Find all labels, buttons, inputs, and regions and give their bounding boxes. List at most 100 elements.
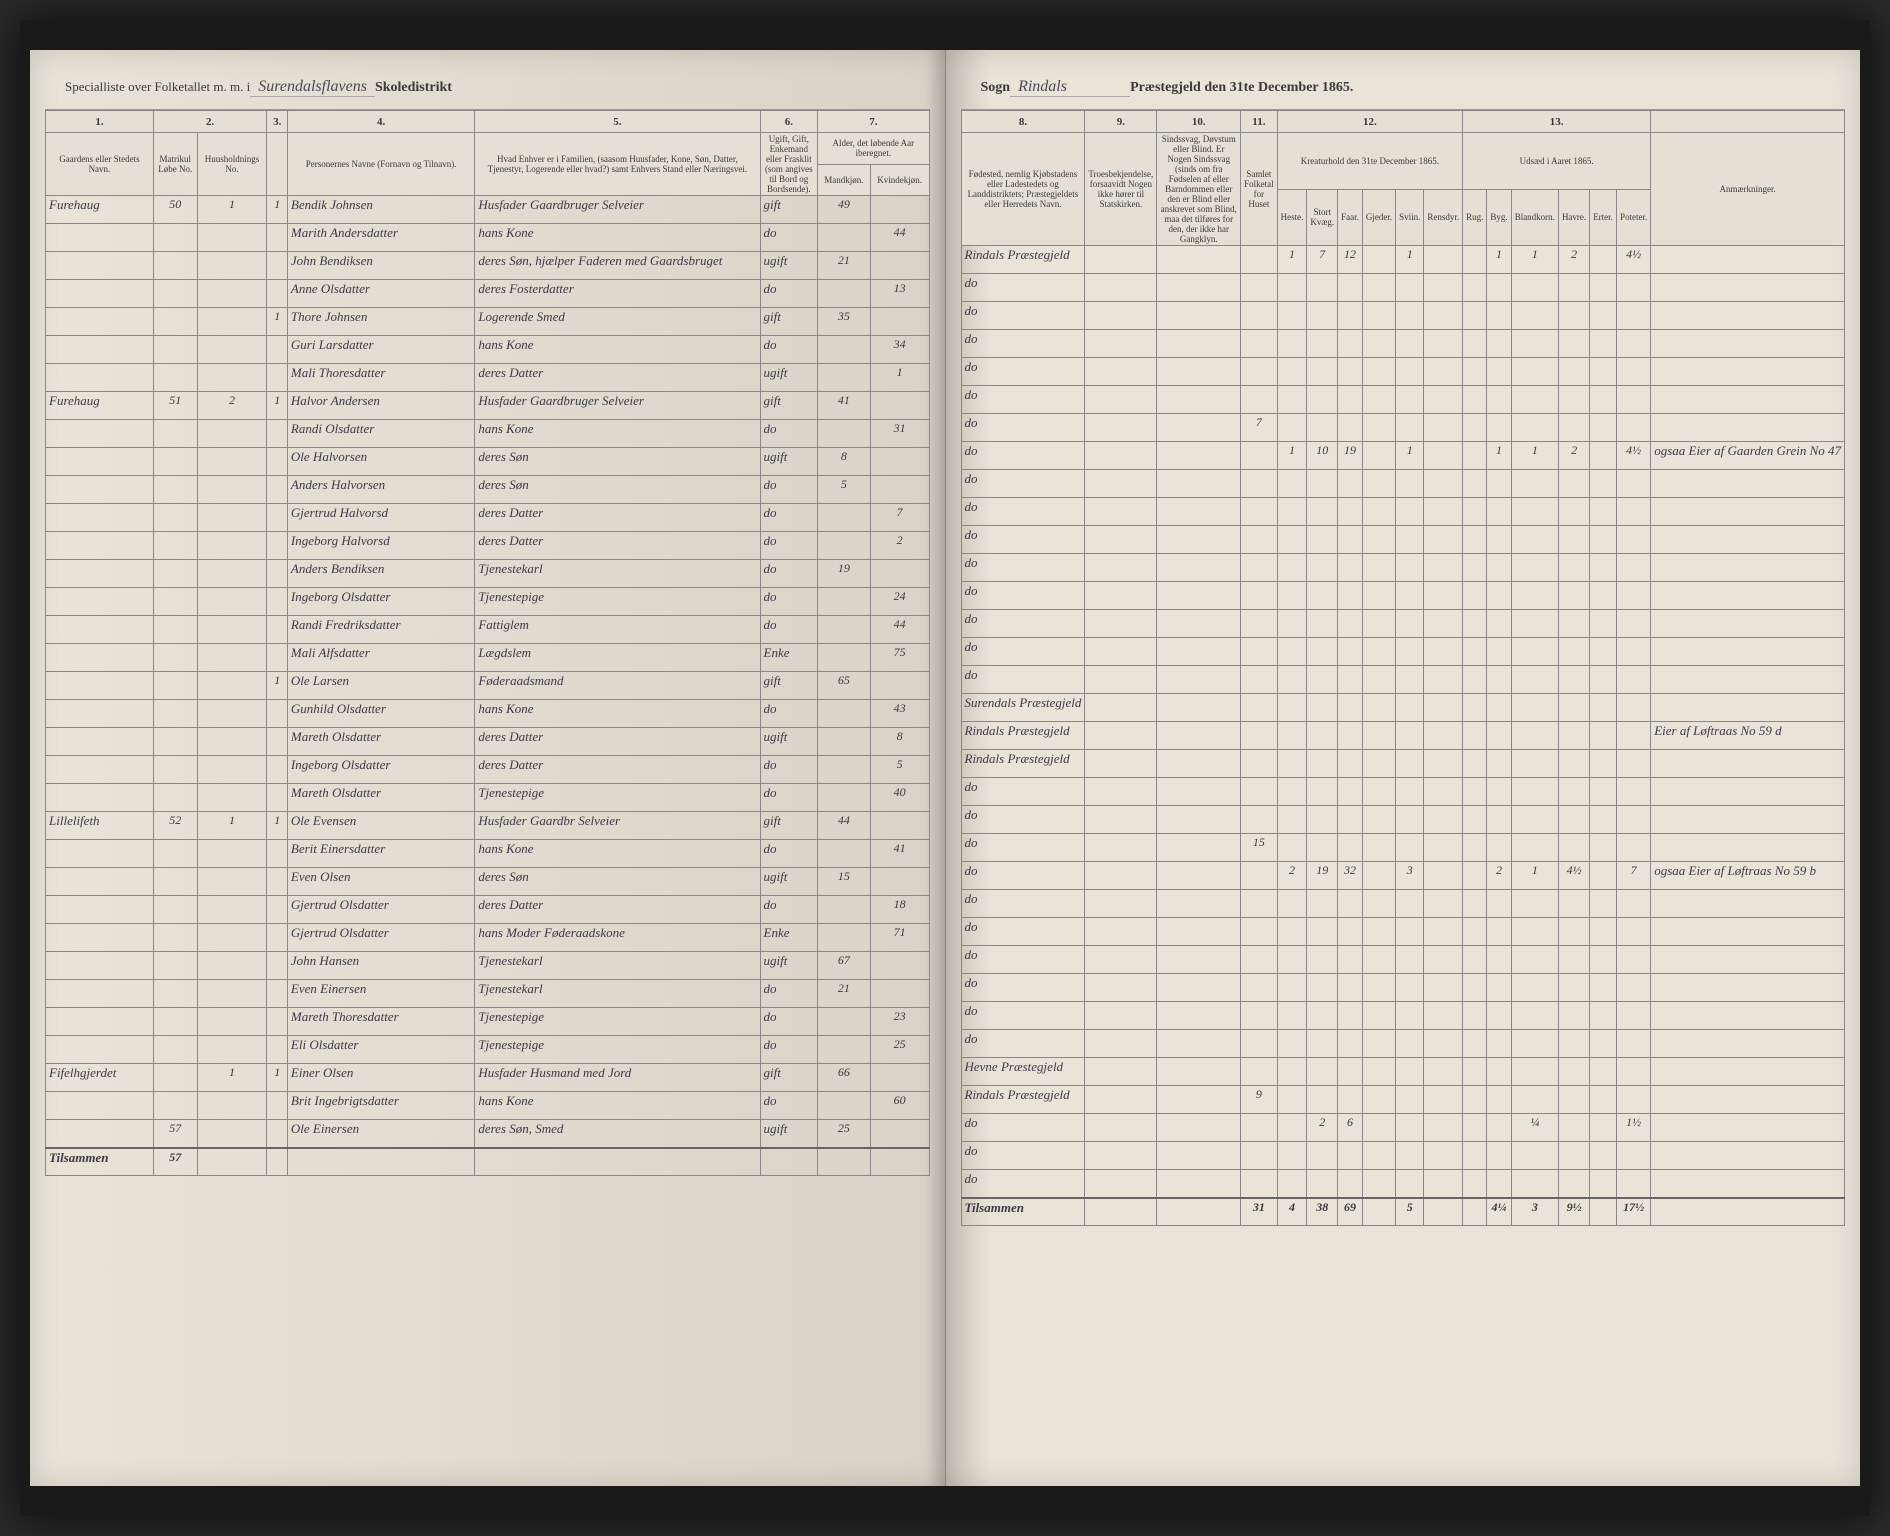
table-row: Ingeborg OlsdatterTjenestepigedo24 (46, 588, 930, 616)
h-alder: Alder, det løbende Aar iberegnet. (818, 133, 929, 165)
table-row: Rindals Præstegjeld9 (961, 1086, 1845, 1114)
table-row: do (961, 1142, 1845, 1170)
h-bland: Blandkorn. (1511, 189, 1558, 246)
table-row: Rindals PræstegjeldEier af Løftraas No 5… (961, 722, 1845, 750)
table-row: 57Ole Einersenderes Søn, Smedugift25 (46, 1120, 930, 1148)
h-fodested: Fødested, nemlig Kjøbstadens eller Lades… (961, 133, 1085, 246)
table-row: Gjertrud Olsdatterhans Moder Føderaadsko… (46, 924, 930, 952)
sogn-label: Sogn (981, 80, 1011, 96)
col-2: 2. (153, 111, 267, 133)
h-anm: Anmærkninger. (1651, 133, 1845, 246)
table-row: do (961, 386, 1845, 414)
table-row: do (961, 274, 1845, 302)
table-row: do (961, 946, 1845, 974)
h-gaard: Gaardens eller Stedets Navn. (46, 133, 154, 196)
table-row: 1Ole LarsenFøderaadsmandgift65 (46, 672, 930, 700)
table-row: Anders Halvorsenderes Søndo5 (46, 476, 930, 504)
h-ino (267, 133, 287, 196)
table-row: do (961, 1002, 1845, 1030)
census-ledger-spread: Specialliste over Folketallet m. m. i Su… (20, 20, 1870, 1516)
col-1: 1. (46, 111, 154, 133)
table-row: do (961, 526, 1845, 554)
table-row: do (961, 610, 1845, 638)
table-row: Mali AlfsdatterLægdslemEnke75 (46, 644, 930, 672)
table-row: Brit Ingebrigtsdatterhans Konedo60 (46, 1092, 930, 1120)
table-row: Lillelifeth5211Ole EvensenHusfader Gaard… (46, 812, 930, 840)
h-mand: Mandkjøn. (818, 164, 871, 196)
right-header: Sogn Rindals Præstegjeld den 31te Decemb… (961, 70, 1846, 110)
h-troes: Troesbekjendelse, forsaavidt Nogen ikke … (1085, 133, 1157, 246)
h-byg: Byg. (1487, 189, 1511, 246)
h-rensdyr: Rensdyr. (1424, 189, 1463, 246)
table-row: Anders BendiksenTjenestekarldo19 (46, 560, 930, 588)
table-row: Mareth ThoresdatterTjenestepigedo23 (46, 1008, 930, 1036)
table-row: Berit Einersdatterhans Konedo41 (46, 840, 930, 868)
table-row: do7 (961, 414, 1845, 442)
table-row: do (961, 974, 1845, 1002)
table-row: Even EinersenTjenestekarldo21 (46, 980, 930, 1008)
h-erter: Erter. (1590, 189, 1617, 246)
district-name: Surendalsflavens (250, 78, 375, 97)
table-row: Marith Andersdatterhans Konedo44 (46, 224, 930, 252)
table-row: Gunhild Olsdatterhans Konedo43 (46, 700, 930, 728)
table-row: do (961, 470, 1845, 498)
right-page: Sogn Rindals Præstegjeld den 31te Decemb… (946, 50, 1861, 1486)
h-gjeder: Gjeder. (1362, 189, 1395, 246)
h-sindssvag: Sindssvag, Døvstum eller Blind. Er Nogen… (1157, 133, 1241, 246)
col-5: 5. (475, 111, 760, 133)
left-census-table: 1. 2. 3. 4. 5. 6. 7. Gaardens eller Sted… (45, 110, 930, 1176)
h-ugift: Ugift, Gift, Enkemand eller Frasklit (so… (760, 133, 818, 196)
table-row: Furehaug5011Bendik JohnsenHusfader Gaard… (46, 196, 930, 224)
left-header: Specialliste over Folketallet m. m. i Su… (45, 70, 930, 110)
h-udsaed: Udsæd i Aaret 1865. (1463, 133, 1651, 190)
h-faar: Faar. (1338, 189, 1363, 246)
h-kreatur: Kreaturhold den 31te December 1865. (1277, 133, 1463, 190)
table-row: Fifelhgjerdet11Einer OlsenHusfader Husma… (46, 1064, 930, 1092)
table-row: Ingeborg Olsdatterderes Datterdo5 (46, 756, 930, 784)
sum-label-right: Tilsammen (961, 1198, 1085, 1226)
table-row: do (961, 638, 1845, 666)
h-navne: Personernes Navne (Fornavn og Tilnavn). (287, 133, 474, 196)
h-kvaeg: Stort Kvæg. (1307, 189, 1338, 246)
table-row: Gjertrud Olsdatterderes Datterdo18 (46, 896, 930, 924)
table-row: Randi Olsdatterhans Konedo31 (46, 420, 930, 448)
table-row: do (961, 302, 1845, 330)
col-6: 6. (760, 111, 818, 133)
table-row: do (961, 918, 1845, 946)
table-row: do (961, 1030, 1845, 1058)
h-poteter: Poteter. (1616, 189, 1650, 246)
table-row: John Bendiksenderes Søn, hjælper Faderen… (46, 252, 930, 280)
table-row: do26¼1½ (961, 1114, 1845, 1142)
col-13: 13. (1463, 111, 1651, 133)
table-row: Ole Halvorsenderes Sønugift8 (46, 448, 930, 476)
sum-label-left: Tilsammen (46, 1148, 154, 1176)
table-row: Guri Larsdatterhans Konedo34 (46, 336, 930, 364)
h-matrikul: Matrikul Løbe No. (153, 133, 197, 196)
table-row: do (961, 666, 1845, 694)
table-row: Mareth OlsdatterTjenestepigedo40 (46, 784, 930, 812)
table-row: Even Olsenderes Sønugift15 (46, 868, 930, 896)
table-row: Eli OlsdatterTjenestepigedo25 (46, 1036, 930, 1064)
table-row: do (961, 890, 1845, 918)
h-kvinde: Kvindekjøn. (870, 164, 929, 196)
table-row: do (961, 554, 1845, 582)
table-row: Rindals Præstegjeld (961, 750, 1845, 778)
h-rug: Rug. (1463, 189, 1487, 246)
table-row: do (961, 1170, 1845, 1198)
col-10: 10. (1157, 111, 1241, 133)
left-page: Specialliste over Folketallet m. m. i Su… (30, 50, 946, 1486)
table-row: do1101911124½ogsaa Eier af Gaarden Grein… (961, 442, 1845, 470)
table-row: Mali Thoresdatterderes Datterugift1 (46, 364, 930, 392)
year: 1865. (1322, 80, 1354, 96)
table-row: Surendals Præstegjeld (961, 694, 1845, 722)
col-7: 7. (818, 111, 929, 133)
table-row: Randi FredriksdatterFattiglemdo44 (46, 616, 930, 644)
h-heste: Heste. (1277, 189, 1307, 246)
right-census-table: 8. 9. 10. 11. 12. 13. Fødested, nemlig K… (961, 110, 1846, 1226)
table-row: 1Thore JohnsenLogerende Smedgift35 (46, 308, 930, 336)
table-row: Anne Olsdatterderes Fosterdatterdo13 (46, 280, 930, 308)
header-suffix: Skoledistrikt (375, 80, 452, 96)
col-11: 11. (1241, 111, 1278, 133)
table-row: Gjertrud Halvorsdderes Datterdo7 (46, 504, 930, 532)
table-row: Hevne Præstegjeld (961, 1058, 1845, 1086)
